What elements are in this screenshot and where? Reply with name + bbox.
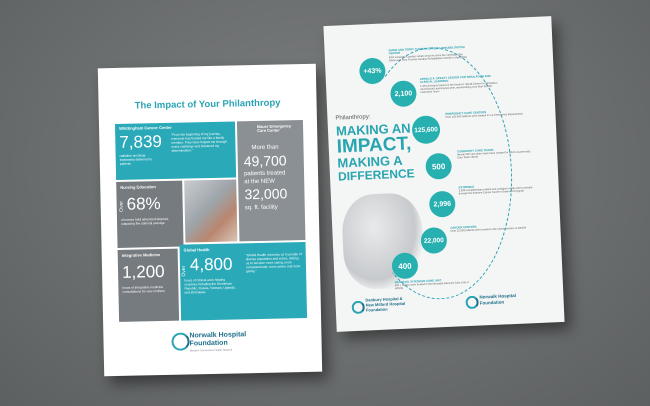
bauer-text1: patients treated (243, 170, 286, 178)
norwalk-logo-icon (465, 295, 479, 310)
global-stat: 4,800 (189, 254, 233, 275)
whittingham-card: Whittingham Cancer Center 7,839 radiatio… (114, 121, 237, 180)
logo-line2: Foundation (189, 339, 228, 348)
nursing-card: Nursing Education Over 68% of nurses hol… (116, 180, 184, 248)
bauer-card: Bauer Emergency Care Center More than 49… (236, 120, 306, 242)
integrative-text: hours of integrative medicine consultati… (122, 284, 165, 294)
nursing-over: Over (118, 200, 125, 212)
bauer-stat: 49,700 (243, 152, 287, 170)
integrative-stat: 1,200 (121, 261, 165, 282)
integrative-card: Integrative Medicine 1,200 hours of inte… (117, 248, 180, 322)
bauer-more: More than (251, 144, 279, 152)
difference-flyer: Philanthropy: MAKING AN IMPACT, MAKING A… (323, 16, 565, 332)
stat-caption: EXTREMUS 2,996 complimentary patient and … (458, 184, 533, 196)
nursing-stat: 68% (126, 194, 161, 214)
integrative-label: Integrative Medicine (121, 252, 161, 258)
impact-flyer: The Impact of Your Philanthropy Whitting… (97, 63, 323, 377)
norwalk-logo-icon (171, 332, 190, 351)
nursing-label: Nursing Education (120, 184, 156, 190)
bauer-label: Bauer Emergency Care Center (256, 123, 292, 134)
nurse-photo (184, 179, 238, 243)
nursing-text: of nurses hold advanced degrees, outpaci… (120, 216, 170, 226)
logo-tagline: Western Connecticut Health Network (189, 348, 233, 353)
bauer-stat2: 32,000 (244, 185, 288, 203)
global-quote: "Global Health connects us to people of … (245, 252, 302, 274)
global-label: Global Health (183, 247, 210, 253)
global-text: hours of clinical work helping countries… (184, 277, 236, 295)
global-over: Over (180, 265, 188, 277)
stat-caption: COMMUNITY CARE TEAMS Nearly 500 care plan… (456, 147, 531, 160)
bauer-text3: sq. ft. facility (244, 204, 278, 212)
whittingham-text: radiation oncology treatments delivered … (119, 153, 153, 166)
norwalk-logo-line2: Foundation (479, 299, 505, 306)
whittingham-quote: "From the beginning of my journey, every… (171, 131, 227, 153)
logo-line1: Norwalk Hospital (189, 331, 247, 340)
danbury-logo-icon (351, 300, 366, 315)
stat-caption: ARNOLD A. SPRATT CENTER FOR SIMULATION A… (419, 73, 498, 94)
flyer-title: The Impact of Your Philanthropy (134, 97, 281, 112)
global-card: Global Health Over 4,800 hours of clinic… (179, 242, 308, 321)
whittingham-stat: 7,839 (119, 131, 163, 152)
danbury-logo-line3: Foundation (365, 306, 388, 313)
whittingham-label: Whittingham Cancer Center (119, 124, 172, 131)
